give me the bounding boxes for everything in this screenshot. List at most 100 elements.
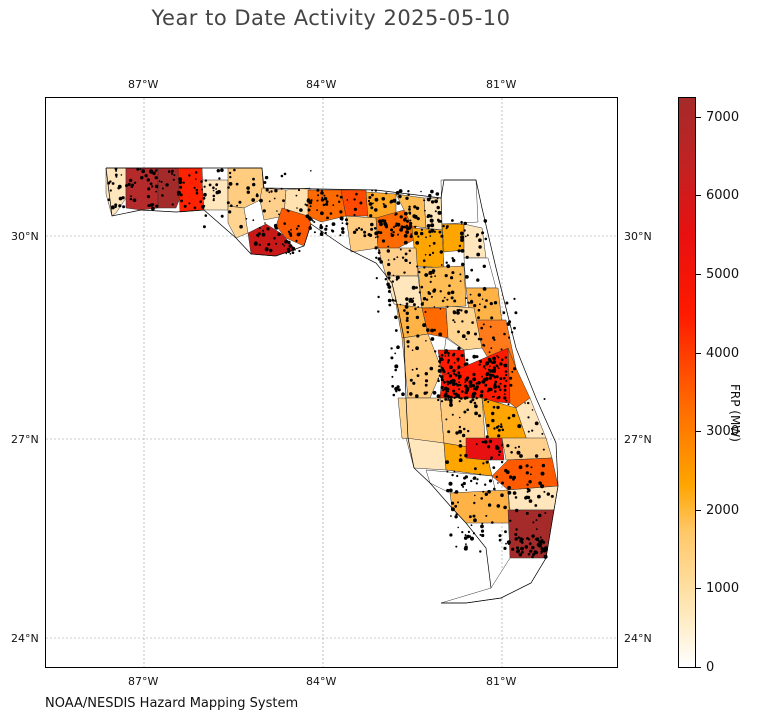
fire-detection-dot <box>492 405 496 409</box>
fire-detection-dot <box>320 198 325 202</box>
fire-detection-dot <box>425 236 427 239</box>
fire-detection-dot <box>506 444 510 448</box>
fire-detection-dot <box>424 372 428 376</box>
lon-tick-top: 81°W <box>486 78 517 91</box>
fire-detection-dot <box>424 383 428 387</box>
fire-detection-dot <box>439 290 442 293</box>
fire-detection-dot <box>444 392 448 396</box>
fire-detection-dot <box>464 390 468 395</box>
fire-detection-dot <box>441 368 445 372</box>
fire-detection-dot <box>282 199 285 202</box>
fire-detection-dot <box>246 186 250 190</box>
lon-tick-top: 84°W <box>306 78 337 91</box>
fire-detection-dot <box>172 178 175 181</box>
fire-detection-dot <box>469 300 474 304</box>
fire-detection-dot <box>459 273 462 276</box>
fire-detection-dot <box>463 396 467 400</box>
fire-detection-dot <box>461 390 464 393</box>
fire-detection-dot <box>540 552 542 554</box>
fire-detection-dot <box>484 383 488 387</box>
fire-detection-dot <box>529 473 532 476</box>
fire-detection-dot <box>258 243 261 247</box>
fire-detection-dot <box>446 380 450 384</box>
fire-detection-dot <box>490 458 492 461</box>
fire-detection-dot <box>502 311 506 315</box>
fire-detection-dot <box>395 390 398 393</box>
fire-detection-dot <box>432 241 436 245</box>
fire-detection-dot <box>111 182 115 185</box>
fire-detection-dot <box>463 229 466 232</box>
fire-detection-dot <box>512 491 517 495</box>
fire-detection-dot <box>278 213 280 216</box>
fire-detection-dot <box>325 224 328 228</box>
fire-detection-dot <box>405 230 409 235</box>
fire-detection-dot <box>475 443 478 446</box>
fire-detection-dot <box>427 214 431 218</box>
fire-detection-dot <box>307 216 312 220</box>
fire-detection-dot <box>288 244 293 248</box>
fire-detection-dot <box>434 350 437 353</box>
fire-detection-dot <box>511 547 515 551</box>
fire-detection-dot <box>118 196 123 201</box>
fire-detection-dot <box>406 331 409 334</box>
fire-detection-dot <box>427 291 430 294</box>
fire-detection-dot <box>286 209 289 212</box>
fire-detection-dot <box>194 171 198 174</box>
fire-detection-dot <box>212 199 215 202</box>
fire-detection-dot <box>532 521 535 524</box>
fire-detection-dot <box>297 224 300 228</box>
fire-detection-dot <box>513 297 516 300</box>
fire-detection-dot <box>236 204 239 207</box>
fire-detection-dot <box>424 311 427 313</box>
county-region <box>491 457 559 491</box>
fire-detection-dot <box>368 202 373 206</box>
fire-detection-dot <box>450 276 454 280</box>
fire-detection-dot <box>387 285 392 289</box>
fire-detection-dot <box>531 534 535 538</box>
fire-detection-dot <box>394 329 398 332</box>
fire-detection-dot <box>464 378 469 382</box>
fire-detection-dot <box>535 456 538 458</box>
fire-detection-dot <box>406 219 409 223</box>
fire-detection-dot <box>454 504 458 508</box>
fire-detection-dot <box>446 298 449 301</box>
fire-detection-dot <box>110 205 115 210</box>
fire-detection-dot <box>462 427 466 431</box>
colorbar-tick: 5000 <box>706 267 740 282</box>
map-frame[interactable] <box>45 97 618 668</box>
lon-tick-bottom: 81°W <box>486 675 517 688</box>
fire-detection-dot <box>387 298 392 303</box>
fire-detection-dot <box>509 383 513 387</box>
fire-detection-dot <box>505 399 508 402</box>
fire-detection-dot <box>176 190 181 195</box>
fire-detection-dot <box>422 323 427 328</box>
fire-detection-dot <box>267 242 271 246</box>
fire-detection-dot <box>493 338 496 341</box>
fire-detection-dot <box>424 209 426 212</box>
fire-detection-dot <box>499 382 502 385</box>
lat-tick-right: 27°N <box>624 433 652 446</box>
fire-detection-dot <box>193 186 196 189</box>
florida-map[interactable] <box>46 98 618 668</box>
fire-detection-dot <box>208 183 212 187</box>
fire-detection-dot <box>500 460 504 464</box>
fire-detection-dot <box>195 178 197 180</box>
colorbar-mark <box>696 510 701 511</box>
fire-detection-dot <box>461 262 465 267</box>
fire-detection-dot <box>496 405 500 410</box>
fire-detection-dot <box>498 534 502 538</box>
fire-detection-dot <box>535 528 538 530</box>
county-shapes[interactable] <box>105 167 559 604</box>
fire-detection-dot <box>481 440 485 444</box>
fire-detection-dot <box>115 169 118 172</box>
fire-detection-dot <box>406 340 410 344</box>
fire-detection-dot <box>405 311 409 315</box>
fire-detection-dot <box>528 499 533 503</box>
fire-detections <box>107 167 554 559</box>
fire-detection-dot <box>287 240 291 244</box>
fire-detection-dot <box>261 232 266 237</box>
fire-detection-dot <box>479 473 481 476</box>
fire-detection-dot <box>501 481 504 485</box>
fire-detection-dot <box>497 385 501 389</box>
fire-detection-dot <box>167 170 171 173</box>
